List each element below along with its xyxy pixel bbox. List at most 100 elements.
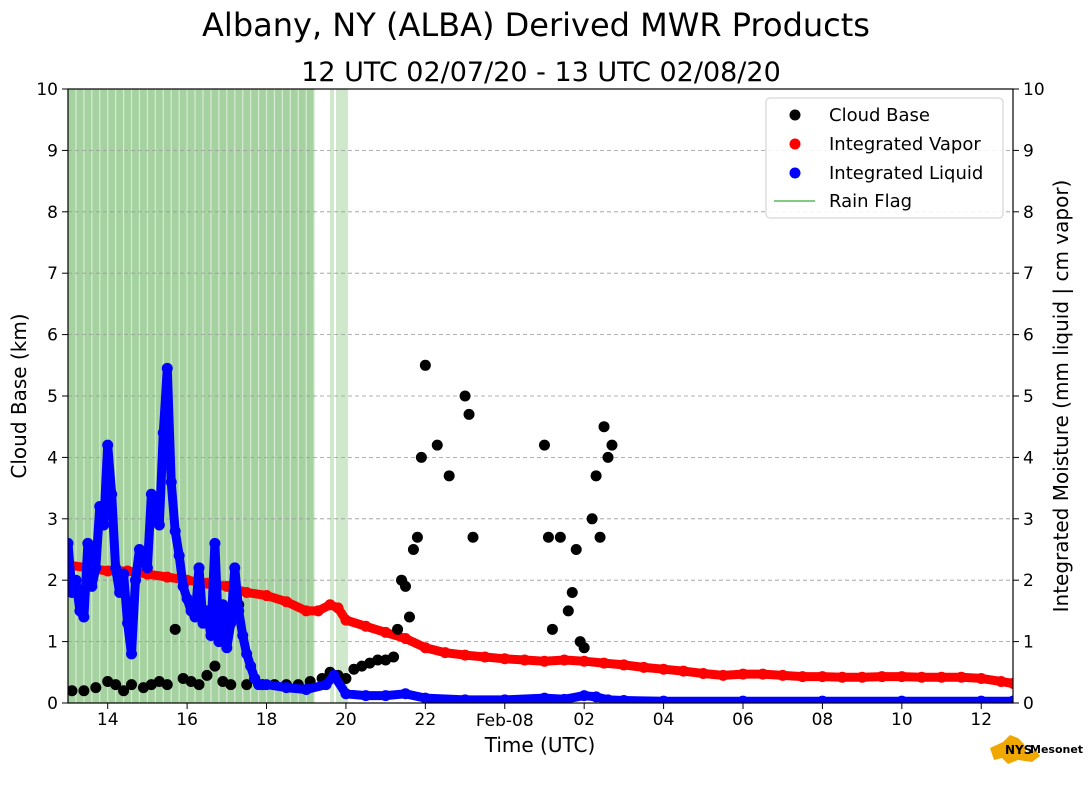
- y-tick-label-left: 7: [47, 264, 58, 284]
- liquid-point: [499, 694, 511, 703]
- liquid-point: [177, 580, 189, 592]
- nys-mesonet-logo: NYS Mesonet: [990, 735, 1083, 764]
- cloud-base-point: [590, 470, 602, 482]
- liquid-series: [68, 362, 1013, 703]
- x-tick-label: 14: [97, 710, 119, 730]
- liquid-point: [578, 690, 590, 702]
- legend-label-cloud-base: Cloud Base: [829, 105, 930, 126]
- vapor-point: [380, 626, 392, 638]
- liquid-point: [602, 694, 614, 703]
- cloud-base-point: [566, 586, 578, 598]
- vapor-point: [419, 642, 431, 654]
- vapor-point: [638, 661, 650, 673]
- liquid-point: [165, 476, 177, 488]
- liquid-point: [1007, 695, 1013, 703]
- liquid-point: [419, 692, 431, 703]
- x-axis-ticks: 14 16 18 20 22 Feb-08 02 04 06 08 10 12: [97, 703, 992, 731]
- vapor-point: [777, 669, 789, 681]
- vapor-point: [360, 620, 372, 632]
- cloud-base-point: [110, 679, 122, 691]
- liquid-point: [118, 568, 130, 580]
- vapor-point: [916, 671, 928, 683]
- vapor-point: [896, 671, 908, 683]
- vapor-point: [332, 602, 344, 614]
- y-tick-label-right: 4: [1023, 448, 1034, 468]
- cloud-base-point: [578, 642, 590, 654]
- vapor-point: [975, 672, 987, 684]
- cloud-base-point: [538, 439, 550, 451]
- y-tick-label-right: 10: [1023, 80, 1045, 100]
- y-tick-label-right: 9: [1023, 141, 1034, 161]
- liquid-point: [205, 629, 217, 641]
- cloud-base-point: [463, 408, 475, 420]
- cloud-base-point: [570, 544, 582, 555]
- cloud-base-point: [403, 611, 415, 623]
- y-tick-label-left: 3: [47, 510, 58, 530]
- liquid-point: [229, 562, 241, 574]
- legend-label-vapor: Integrated Vapor: [829, 134, 981, 155]
- x-tick-label: 18: [256, 710, 278, 730]
- chart-title: Albany, NY (ALBA) Derived MWR Products: [202, 6, 870, 44]
- y-tick-label-right: 2: [1023, 571, 1034, 591]
- vapor-point: [936, 671, 948, 683]
- cloud-base-point: [400, 580, 411, 592]
- x-tick-label: 20: [335, 710, 357, 730]
- liquid-point: [241, 648, 253, 660]
- x-tick-label: 02: [573, 710, 595, 730]
- x-axis-label: Time (UTC): [484, 733, 596, 757]
- liquid-point: [896, 695, 908, 703]
- cloud-base-point: [586, 513, 598, 525]
- liquid-point: [126, 648, 138, 660]
- liquid-point: [86, 580, 98, 592]
- liquid-point: [133, 544, 145, 555]
- vapor-point: [558, 654, 570, 666]
- chart-subtitle: 12 UTC 02/07/20 - 13 UTC 02/08/20: [301, 57, 781, 88]
- liquid-point: [106, 488, 118, 500]
- vapor-point: [797, 671, 809, 683]
- liquid-point: [141, 562, 153, 574]
- y-axis-ticks: 0 0 1 1 2 2 3 3 4 4 5 5 6 6 7 7 8 8 9 9 10 10: [36, 80, 1044, 714]
- cloud-base-point: [419, 359, 431, 371]
- liquid-point: [658, 695, 670, 703]
- y-tick-label-right: 6: [1023, 326, 1034, 346]
- liquid-point: [161, 362, 173, 374]
- liquid-point: [975, 695, 987, 703]
- liquid-point: [558, 693, 570, 703]
- liquid-point: [122, 617, 134, 629]
- x-tick-label: 08: [812, 710, 834, 730]
- cloud-base-point: [467, 531, 479, 543]
- x-tick-label: 04: [653, 710, 675, 730]
- liquid-point: [225, 617, 237, 629]
- cloud-base-point: [169, 623, 181, 635]
- vapor-point: [598, 657, 610, 669]
- cloud-base-point: [388, 651, 400, 663]
- vapor-point: [955, 671, 967, 683]
- x-tick-label: 12: [970, 710, 992, 730]
- liquid-point: [153, 519, 165, 531]
- rain-flag-band: [330, 89, 335, 703]
- liquid-point: [590, 691, 602, 703]
- y-tick-label-left: 6: [47, 326, 58, 346]
- liquid-point: [217, 599, 229, 611]
- liquid-point: [68, 586, 78, 598]
- cloud-base-point: [78, 685, 90, 697]
- liquid-point: [68, 537, 74, 549]
- cloud-base-point: [431, 439, 443, 451]
- liquid-point: [114, 586, 126, 598]
- liquid-point: [380, 690, 392, 702]
- cloud-base-point: [411, 531, 423, 543]
- liquid-point: [233, 605, 245, 617]
- liquid-point: [201, 605, 213, 617]
- cloud-base-point: [161, 679, 173, 691]
- y-tick-label-left: 10: [36, 80, 58, 100]
- legend: Cloud Base Integrated Vapor Integrated L…: [765, 97, 1004, 219]
- liquid-point: [110, 562, 122, 574]
- vapor-point: [578, 655, 590, 667]
- logo-mesonet-text: Mesonet: [1030, 743, 1083, 756]
- vapor-point: [658, 663, 670, 675]
- y-tick-label-left: 5: [47, 387, 58, 407]
- legend-box: [765, 97, 1004, 219]
- y-tick-label-right: 5: [1023, 387, 1034, 407]
- x-tick-label: 06: [732, 710, 754, 730]
- vapor-point: [618, 659, 630, 671]
